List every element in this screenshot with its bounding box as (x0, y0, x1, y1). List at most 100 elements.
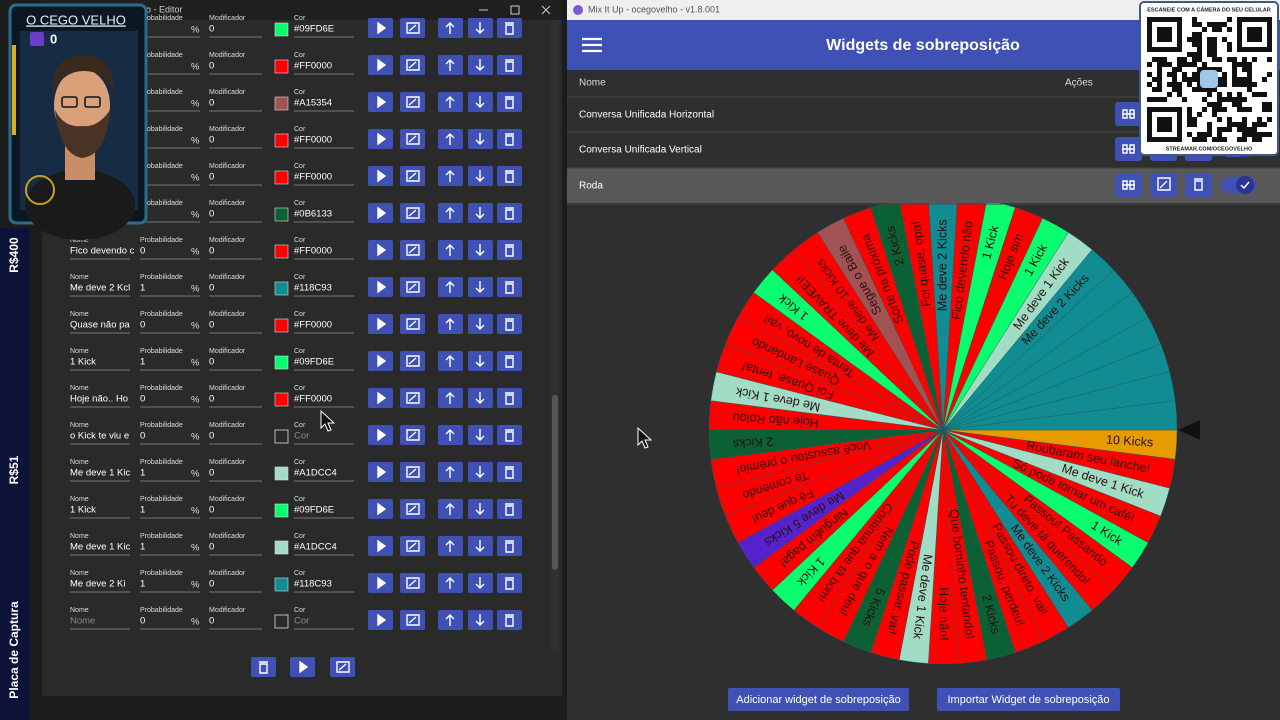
qr-module (1247, 67, 1252, 72)
color-swatch-empty (274, 614, 289, 629)
qr-module (1167, 92, 1172, 97)
probability-value: 0 (140, 394, 145, 405)
qr-module (1167, 82, 1172, 87)
icon-play (377, 391, 387, 405)
icon-play (377, 132, 387, 146)
percent-sign: % (191, 136, 200, 147)
button-del[interactable] (497, 129, 522, 149)
label-probability: Probabilidade (140, 496, 183, 503)
qr-module (1197, 47, 1202, 52)
label-probability: Probabilidade (140, 237, 183, 244)
color-swatch (274, 96, 289, 111)
qr-module (1257, 132, 1262, 137)
icon-edit (406, 207, 420, 219)
modifier-value: 0 (209, 24, 214, 35)
label-color: Cor (294, 126, 306, 133)
probability-value: 1 (140, 468, 145, 479)
icon-play (377, 576, 387, 590)
probability-value: 1 (140, 357, 145, 368)
button-del[interactable] (497, 166, 522, 186)
label-modifier: Modificador (209, 348, 246, 355)
qr-module (1197, 112, 1202, 117)
qr-module (1212, 27, 1217, 32)
qr-module (1227, 92, 1232, 97)
label-modifier: Modificador (209, 570, 246, 577)
label-probability: Probabilidade (140, 15, 183, 22)
name-value: Fico devendo c (70, 246, 135, 257)
button-del[interactable] (497, 240, 522, 260)
button-del[interactable] (497, 92, 522, 112)
button-del[interactable] (497, 499, 522, 519)
label-modifier: Modificador (209, 237, 246, 244)
qr-module (1222, 37, 1227, 42)
app-icon (573, 5, 583, 15)
icon-edit (406, 614, 420, 626)
qr-module (1207, 37, 1212, 42)
button-del[interactable] (497, 462, 522, 482)
color-swatch (274, 355, 289, 370)
qr-module (1252, 122, 1257, 127)
icon-up (445, 503, 455, 515)
color-swatch (274, 133, 289, 148)
color-swatch (274, 281, 289, 296)
label-color: Cor (294, 200, 306, 207)
footer-button[interactable] (728, 688, 909, 711)
button-del[interactable] (497, 536, 522, 556)
label-color: Cor (294, 163, 306, 170)
label-color: Cor (294, 89, 306, 96)
qr-module (1242, 137, 1247, 142)
button-del[interactable] (497, 425, 522, 445)
footer-button[interactable] (937, 688, 1120, 711)
qr-module (1247, 107, 1252, 112)
icon-up (445, 355, 455, 367)
qr-module (1212, 42, 1217, 47)
button-del[interactable] (497, 573, 522, 593)
badge (25, 175, 55, 205)
widget-name: Conversa Unificada Horizontal (579, 110, 714, 121)
mouse-cursor (320, 409, 336, 432)
button-del[interactable] (497, 203, 522, 223)
qr-module (1157, 77, 1162, 82)
button-del[interactable] (497, 314, 522, 334)
qr-module (1222, 22, 1227, 27)
qr-module (1267, 72, 1272, 77)
qr-module (1222, 107, 1227, 112)
button-del[interactable] (497, 55, 522, 75)
percent-sign: % (191, 543, 200, 554)
qr-module (1227, 42, 1232, 47)
maximize[interactable] (510, 5, 520, 15)
icon-up (445, 22, 455, 34)
qr-module (1207, 127, 1212, 132)
icon-del (505, 503, 514, 516)
button-del[interactable] (497, 351, 522, 371)
label-modifier: Modificador (209, 607, 246, 614)
menu-button[interactable] (582, 37, 602, 53)
button-del[interactable] (497, 388, 522, 408)
percent-sign: % (191, 580, 200, 591)
qr-module (1267, 57, 1272, 62)
button-del[interactable] (251, 657, 276, 677)
qr-module (1237, 102, 1242, 107)
button-del[interactable] (497, 277, 522, 297)
icon-del (505, 281, 514, 294)
editor-title: sição - Editor (130, 4, 183, 14)
qr-module (1182, 57, 1187, 62)
qr-module (1222, 137, 1227, 142)
name-value: Hoje não.. Ho (70, 394, 128, 405)
qr-module (1242, 77, 1247, 82)
action-button[interactable] (1185, 173, 1212, 197)
qr-module (1247, 77, 1252, 82)
color-swatch (274, 59, 289, 74)
color-value: #09FD6E (294, 357, 334, 368)
button-del[interactable] (497, 18, 522, 38)
color-swatch (274, 503, 289, 518)
qr-module (1222, 82, 1227, 87)
qr-module (1147, 82, 1152, 87)
label-name: Nome (70, 533, 89, 540)
label-probability: Probabilidade (140, 89, 183, 96)
qr-module (1192, 17, 1197, 22)
qr-module (1172, 87, 1177, 92)
button-del[interactable] (497, 610, 522, 630)
close[interactable] (541, 5, 551, 15)
label-color: Cor (294, 237, 306, 244)
